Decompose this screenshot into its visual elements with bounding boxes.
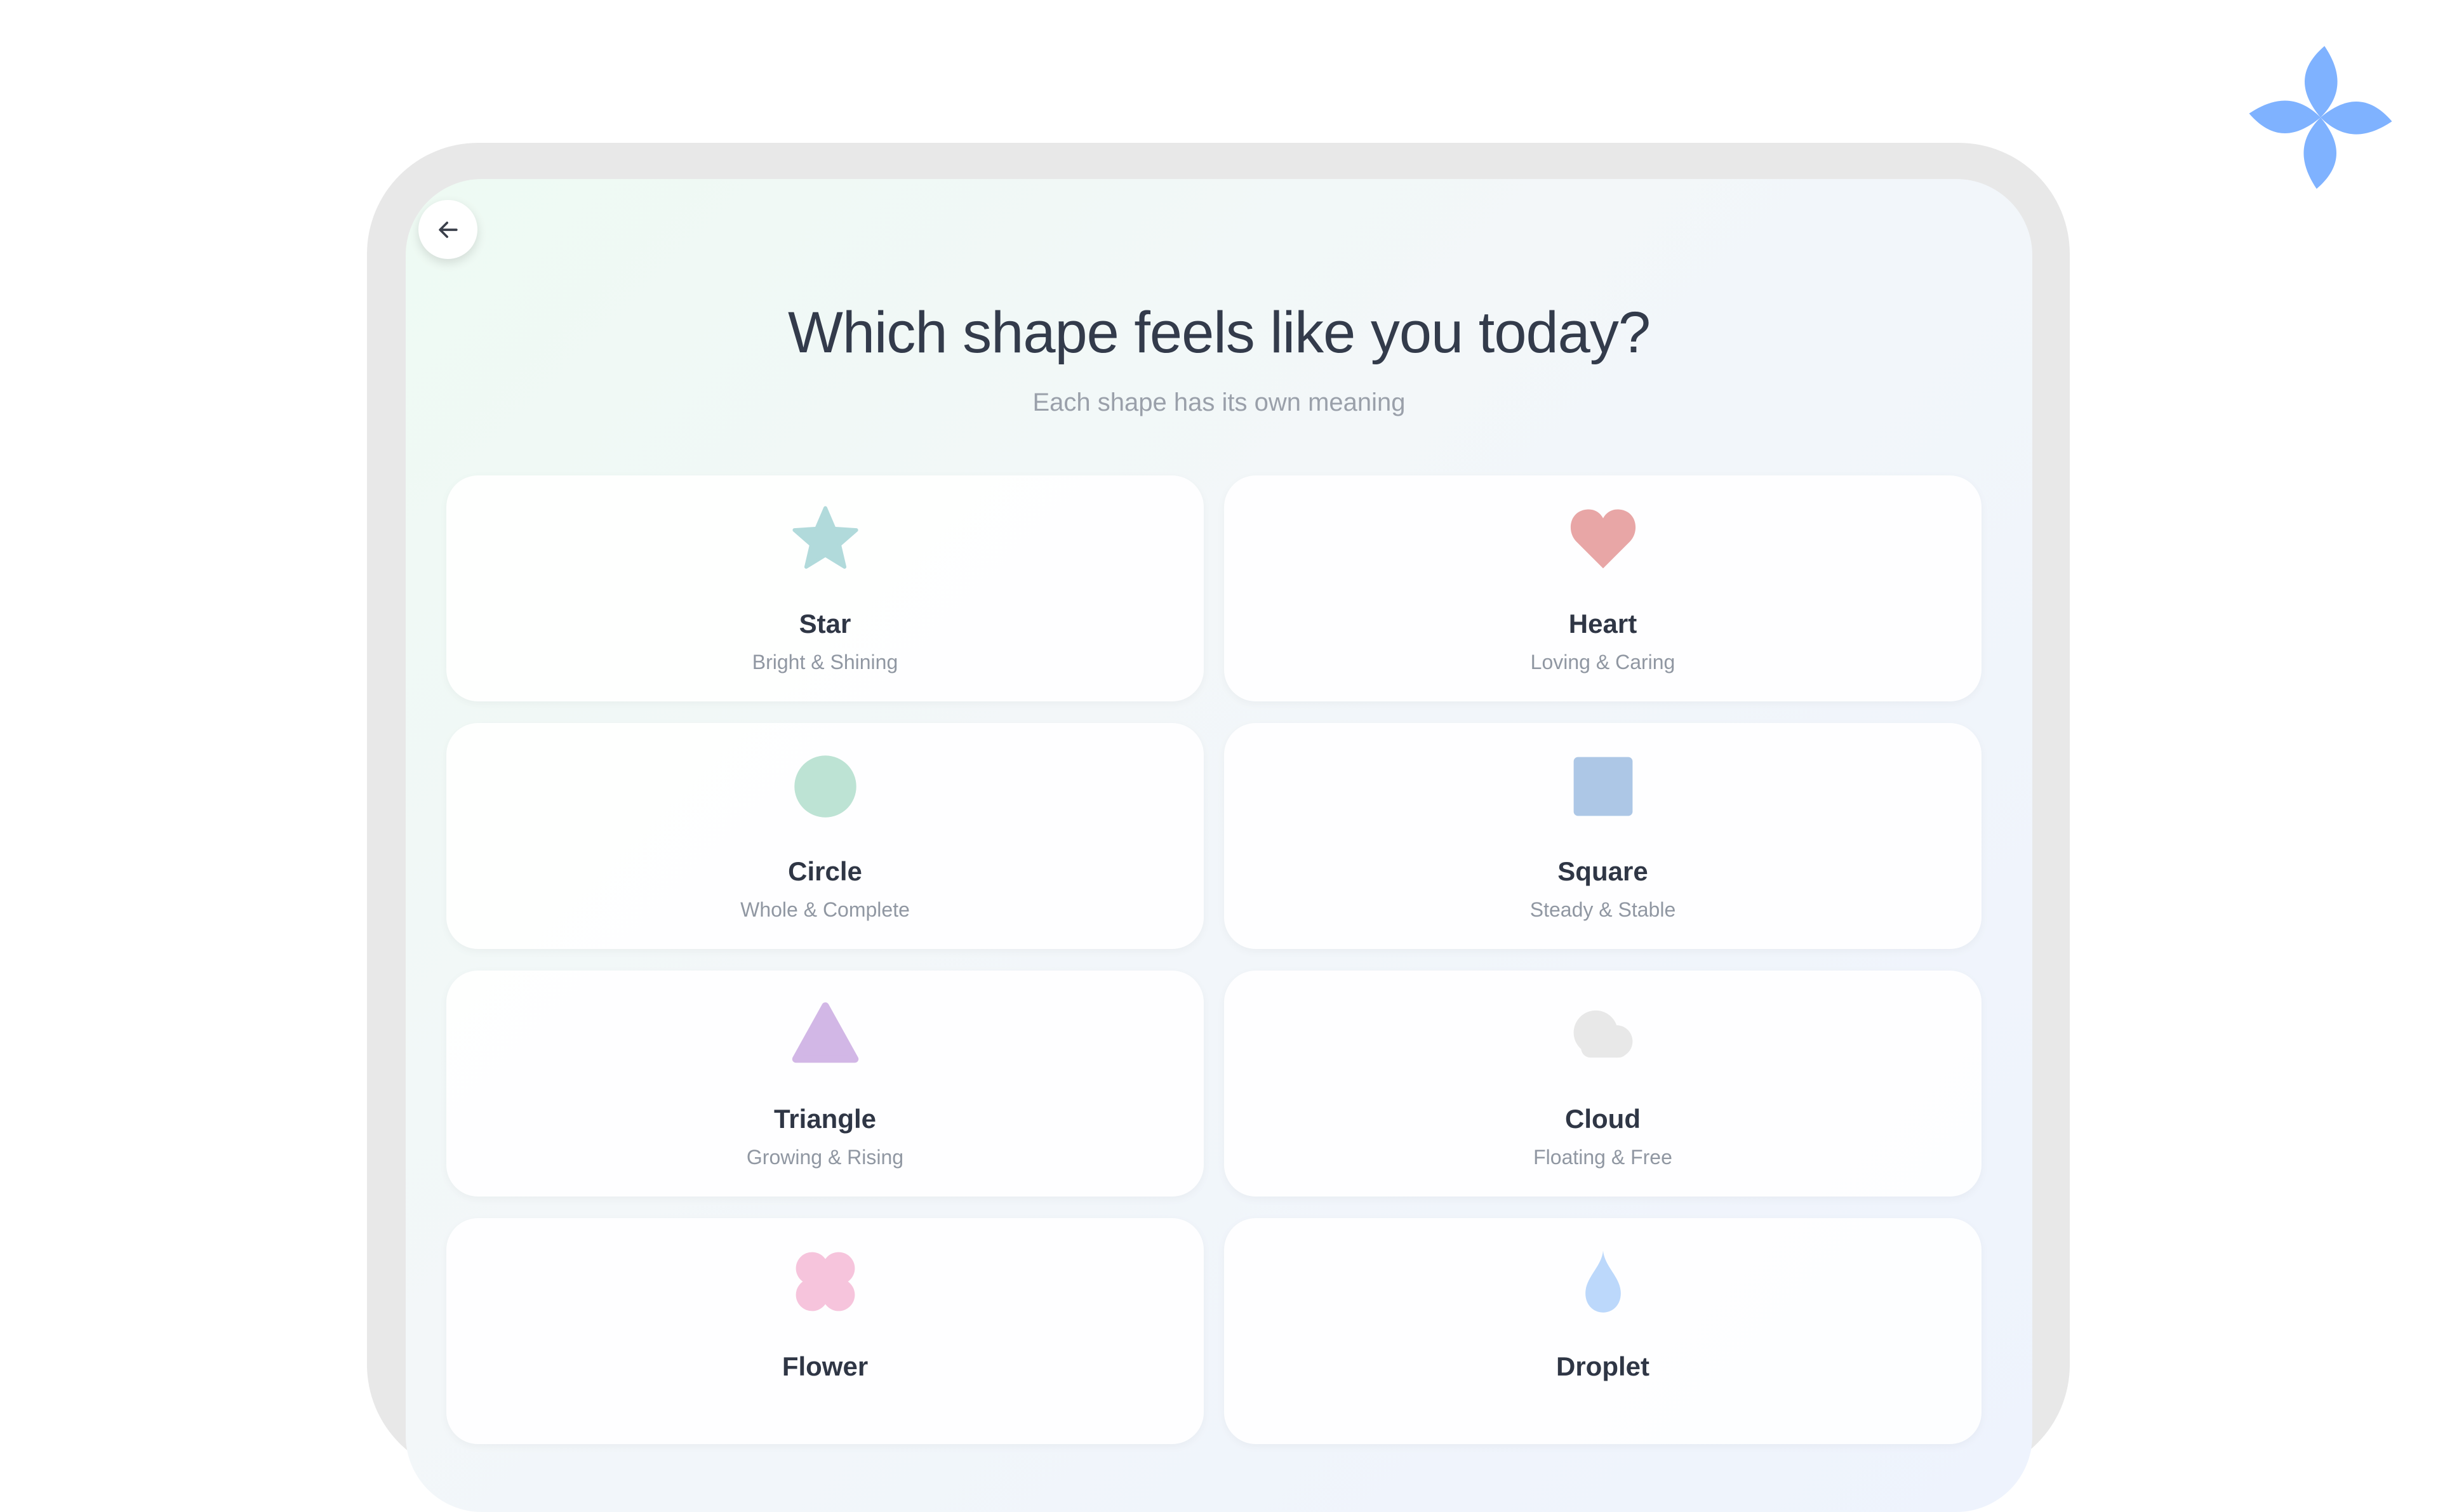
circle-icon [794, 755, 856, 818]
page-subtitle: Each shape has its own meaning [1032, 388, 1406, 416]
shape-card-triangle[interactable]: Triangle Growing & Rising [446, 971, 1204, 1197]
page-title: Which shape feels like you today? [787, 300, 1651, 365]
shape-description: Steady & Stable [1529, 898, 1676, 921]
shape-description: Whole & Complete [740, 898, 910, 921]
triangle-icon [792, 1002, 858, 1063]
shape-description: Floating & Free [1533, 1146, 1672, 1169]
flower-icon [796, 1252, 855, 1311]
square-icon [1573, 757, 1632, 816]
shape-card-heart[interactable]: Heart Loving & Caring [1224, 475, 1982, 701]
shape-name: Star [799, 609, 851, 639]
heart-icon [1570, 509, 1635, 569]
shape-description: Growing & Rising [746, 1146, 904, 1169]
shape-name: Flower [782, 1351, 869, 1381]
screen: Which shape feels like you today? Each s… [406, 179, 2032, 1512]
shape-description: Bright & Shining [752, 651, 898, 673]
back-button[interactable] [418, 200, 477, 259]
star-icon [792, 506, 858, 569]
flower-logo-icon [2249, 46, 2392, 189]
droplet-icon [1585, 1250, 1621, 1313]
shape-card-droplet[interactable]: Droplet [1224, 1218, 1982, 1444]
shape-name: Square [1557, 856, 1648, 886]
shape-name: Triangle [773, 1104, 877, 1134]
shape-card-flower[interactable]: Flower [446, 1218, 1204, 1444]
shape-grid: Star Bright & Shining Heart Loving & Car… [446, 475, 1982, 1444]
shape-name: Cloud [1565, 1104, 1641, 1134]
cloud-icon [1573, 1010, 1632, 1058]
tablet-frame: Which shape feels like you today? Each s… [367, 143, 2070, 1512]
shape-name: Circle [788, 856, 862, 886]
arrow-left-icon [438, 221, 458, 238]
shape-card-star[interactable]: Star Bright & Shining [446, 475, 1204, 701]
shape-name: Droplet [1556, 1351, 1649, 1381]
shape-card-cloud[interactable]: Cloud Floating & Free [1224, 971, 1982, 1197]
shape-description: Loving & Caring [1530, 651, 1675, 673]
shape-card-square[interactable]: Square Steady & Stable [1224, 723, 1982, 949]
shape-card-circle[interactable]: Circle Whole & Complete [446, 723, 1204, 949]
shape-name: Heart [1568, 609, 1637, 639]
